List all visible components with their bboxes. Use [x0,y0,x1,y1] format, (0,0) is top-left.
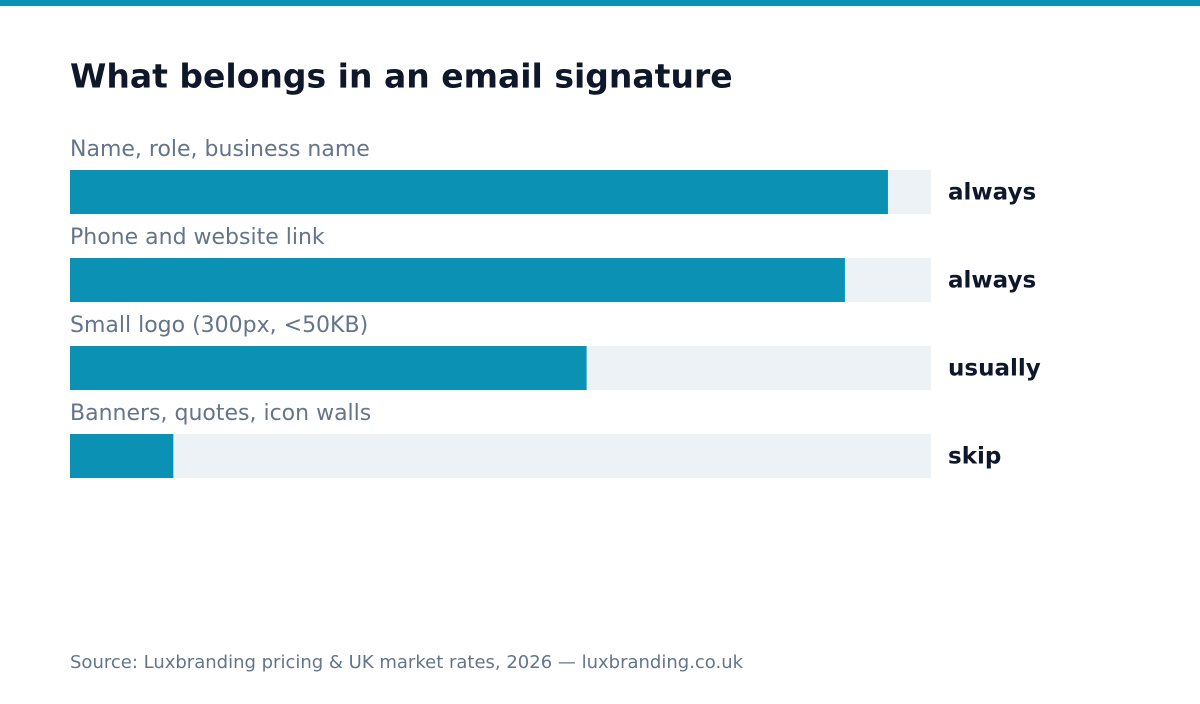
category-label: Small logo (300px, <50KB) [70,313,368,338]
bar [70,170,888,214]
value-label: always [948,268,1036,294]
bar [70,434,174,478]
category-label: Name, role, business name [70,137,370,162]
value-label: skip [948,444,1001,470]
value-label: always [948,180,1036,206]
category-label: Banners, quotes, icon walls [70,401,371,426]
category-label: Phone and website link [70,225,325,250]
bar-track [70,434,931,478]
value-label: usually [948,356,1041,382]
chart-title: What belongs in an email signature [70,57,733,96]
bar [70,346,587,390]
source-note: Source: Luxbranding pricing & UK market … [70,652,744,673]
bar [70,258,845,302]
top-accent [0,0,1200,6]
